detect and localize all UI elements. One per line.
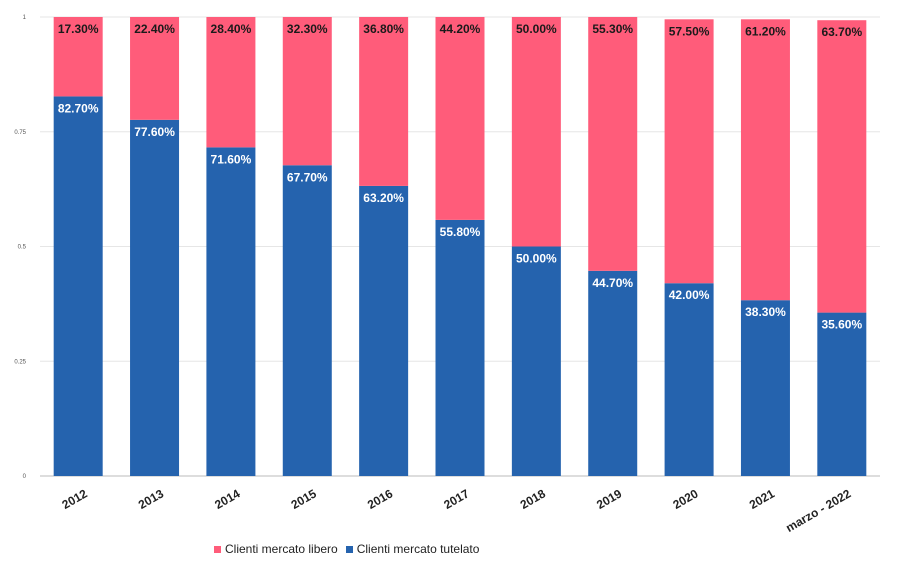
bar-libero (511, 17, 561, 247)
y-tick-label: 1 (23, 15, 27, 21)
data-label-tutelato: 38.30% (745, 305, 786, 319)
bar-tutelato (511, 246, 561, 476)
bar-tutelato (206, 147, 256, 476)
x-tick-label: 2013 (136, 486, 166, 512)
bar-libero (588, 17, 638, 271)
data-label-libero: 17.30% (58, 22, 99, 36)
legend-label-tutelato: Clienti mercato tutelato (356, 542, 480, 556)
x-tick-label: 2017 (441, 486, 471, 512)
bar-tutelato (359, 185, 409, 477)
y-tick-label: 0.25 (14, 359, 26, 365)
data-label-tutelato: 35.60% (821, 318, 862, 332)
data-label-libero: 28.40% (211, 22, 252, 36)
data-label-tutelato: 55.80% (440, 225, 481, 239)
x-tick-label: 2012 (60, 486, 90, 512)
x-tick-label: 2020 (670, 486, 700, 512)
data-label-libero: 50.00% (516, 22, 557, 36)
bar-tutelato (130, 119, 180, 476)
bar-libero (740, 19, 790, 301)
data-label-tutelato: 77.60% (134, 125, 175, 139)
data-label-tutelato: 63.20% (363, 191, 404, 205)
data-label-libero: 61.20% (745, 24, 786, 38)
data-label-tutelato: 42.00% (669, 288, 710, 302)
data-label-tutelato: 67.70% (287, 170, 328, 184)
data-label-libero: 57.50% (669, 24, 710, 38)
bar-tutelato (435, 219, 485, 477)
bar-libero (130, 17, 180, 120)
x-tick-label: marzo - 2022 (783, 486, 853, 535)
legend-item-libero: Clienti mercato libero (214, 542, 338, 556)
legend-label-libero: Clienti mercato libero (225, 542, 338, 556)
data-label-libero: 32.30% (287, 22, 328, 36)
bar-libero (664, 19, 714, 284)
x-tick-label: 2016 (365, 486, 395, 512)
data-label-libero: 36.80% (363, 22, 404, 36)
bar-libero (53, 17, 103, 97)
bar-tutelato (588, 270, 638, 476)
bar-libero (206, 17, 256, 148)
legend-swatch-libero (214, 545, 221, 553)
x-tick-label: 2015 (289, 486, 319, 512)
bar-libero (817, 20, 867, 313)
bar-libero (359, 17, 409, 186)
data-label-libero: 22.40% (134, 22, 175, 36)
y-tick-label: 0.5 (18, 245, 27, 251)
data-label-tutelato: 44.70% (592, 276, 633, 290)
data-label-libero: 55.30% (592, 22, 633, 36)
legend-item-tutelato: Clienti mercato tutelato (345, 542, 480, 556)
data-label-tutelato: 82.70% (58, 101, 99, 115)
bar-tutelato (664, 283, 714, 476)
legend-swatch-tutelato (345, 545, 353, 553)
x-tick-label: 2019 (594, 486, 624, 512)
data-label-libero: 63.70% (821, 25, 862, 39)
y-tick-label: 0.75 (14, 130, 26, 136)
data-label-tutelato: 50.00% (516, 252, 557, 266)
bar-tutelato (817, 312, 867, 476)
bar-tutelato (282, 165, 332, 476)
y-tick-label: 0 (23, 474, 27, 480)
data-label-tutelato: 71.60% (211, 152, 252, 166)
data-label-libero: 44.20% (440, 22, 481, 36)
bar-libero (435, 17, 485, 220)
bar-tutelato (53, 96, 103, 477)
bar-libero (282, 17, 332, 166)
bar-tutelato (740, 300, 790, 476)
x-tick-label: 2014 (212, 486, 242, 512)
x-tick-label: 2021 (747, 486, 777, 512)
chart-legend: Clienti mercato libero Clienti mercato t… (214, 542, 487, 556)
x-tick-label: 2018 (518, 486, 548, 512)
